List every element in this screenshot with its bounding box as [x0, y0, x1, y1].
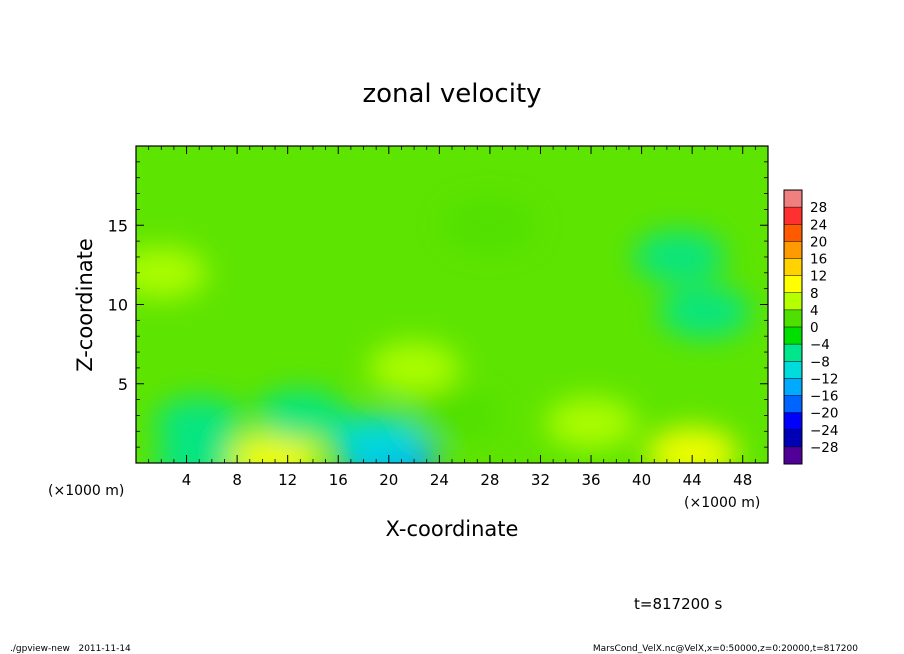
- y-axis-label: Z-coordinate: [73, 238, 97, 372]
- x-tick-label: 4: [182, 471, 192, 489]
- footer-right: MarsCond_VelX.nc@VelX,x=0:50000,z=0:2000…: [593, 644, 858, 654]
- x-tick-label: 36: [581, 471, 600, 489]
- x-tick-label: 48: [733, 471, 752, 489]
- x-tick-label: 40: [632, 471, 651, 489]
- colorbar-swatch-9: [784, 344, 802, 362]
- colorbar-label: −4: [810, 337, 830, 353]
- colorbar-swatch-0: [784, 190, 802, 208]
- x-tick-label: 32: [531, 471, 550, 489]
- colorbar-label: −20: [810, 406, 839, 422]
- x-unit-right: (×1000 m): [684, 495, 760, 511]
- colorbar-swatch-8: [784, 327, 802, 345]
- x-tick-label: 12: [278, 471, 297, 489]
- field-feature-8: [658, 286, 751, 339]
- colorbar-swatch-14: [784, 429, 802, 448]
- x-tick-label: 44: [683, 471, 702, 489]
- y-tick-label: 10: [108, 296, 128, 315]
- x-axis: 4 8 12 16 20 24 28 32 36 40 44 48: [148, 146, 756, 489]
- plot-area: [135, 145, 769, 464]
- y-tick-label: 15: [108, 216, 128, 235]
- field-feature-6: [254, 389, 347, 442]
- colorbar-swatch-13: [784, 412, 802, 431]
- field-feature-9: [633, 230, 726, 283]
- colorbar-label: 24: [810, 217, 827, 233]
- colorbar-swatch-15: [784, 446, 802, 465]
- colorbar-label: 20: [810, 234, 827, 250]
- x-unit-left: (×1000 m): [48, 483, 124, 499]
- field-feature-5: [406, 389, 498, 442]
- field-feature-3: [330, 413, 423, 463]
- colorbar-label: −8: [810, 354, 830, 370]
- colorbar-label: −28: [810, 440, 839, 456]
- colorbar-label: 28: [810, 200, 827, 216]
- field-feature-4: [368, 341, 461, 394]
- colorbar-label: 4: [810, 303, 819, 319]
- x-tick-label: 20: [379, 471, 398, 489]
- y-tick-label: 5: [118, 375, 128, 394]
- x-tick-label: 8: [232, 471, 242, 489]
- colorbar-label: 0: [810, 320, 819, 336]
- field-feature-13: [153, 397, 246, 450]
- colorbar-label: −24: [810, 423, 839, 439]
- chart-title: zonal velocity: [362, 79, 541, 109]
- field-feature-7: [646, 427, 739, 463]
- colorbar-swatch-10: [784, 361, 802, 379]
- colorbar-swatch-5: [784, 275, 802, 294]
- colorbar-label: 12: [810, 269, 827, 285]
- field-feature-12: [545, 397, 638, 450]
- colorbar-label: −16: [810, 389, 839, 405]
- field-feature-11: [443, 199, 536, 252]
- colorbar-swatch-2: [784, 224, 802, 242]
- colorbar-swatch-6: [784, 292, 802, 311]
- colorbar-label: 16: [810, 252, 827, 268]
- colorbar-swatch-1: [784, 207, 802, 225]
- footer-left: ./gpview-new 2011-11-14: [10, 644, 131, 654]
- field-feature-10: [136, 246, 208, 299]
- colorbar-swatch-4: [784, 258, 802, 277]
- colorbar-swatch-12: [784, 395, 802, 414]
- x-axis-label: X-coordinate: [386, 517, 519, 541]
- x-tick-label: 24: [430, 471, 449, 489]
- colorbar-swatch-11: [784, 378, 802, 396]
- colorbar-swatch-7: [784, 309, 802, 328]
- y-axis: 5 10 15: [108, 161, 768, 448]
- colorbar-swatch-3: [784, 241, 802, 259]
- field-blobs: [136, 199, 751, 463]
- x-tick-label: 28: [480, 471, 499, 489]
- time-label: t=817200 s: [634, 595, 722, 613]
- colorbar-label: −12: [810, 371, 839, 387]
- x-tick-label: 16: [329, 471, 348, 489]
- colorbar-label: 8: [810, 286, 819, 302]
